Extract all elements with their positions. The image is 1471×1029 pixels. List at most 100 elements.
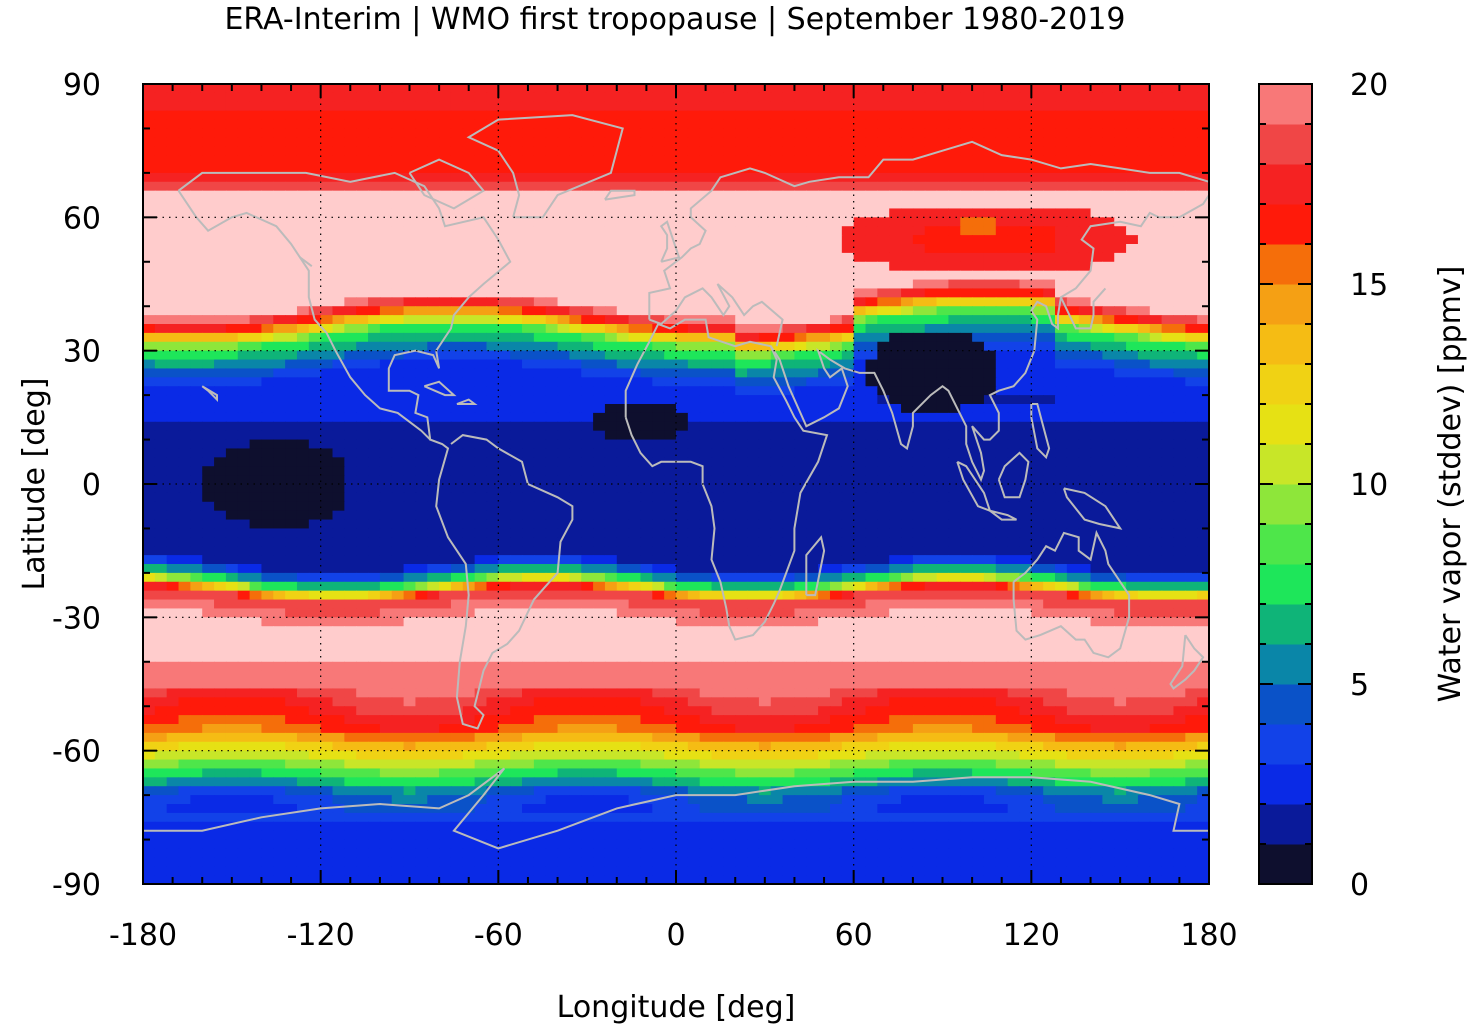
field-cell: [154, 155, 168, 165]
field-cell: [1173, 537, 1186, 547]
field-cell: [972, 181, 985, 192]
field-cell: [747, 492, 760, 503]
field-cell: [368, 324, 381, 334]
field-cell: [877, 244, 890, 254]
field-cell: [1197, 119, 1209, 130]
field-cell: [1031, 421, 1044, 432]
field-cell: [758, 501, 772, 512]
field-cell: [462, 119, 476, 130]
field-cell: [723, 528, 736, 538]
field-cell: [296, 457, 310, 467]
field-cell: [1161, 315, 1175, 325]
field-cell: [901, 146, 914, 156]
field-cell: [1137, 341, 1151, 352]
field-cell: [143, 110, 156, 121]
field-cell: [853, 341, 867, 352]
field-cell: [770, 475, 784, 485]
field-cell: [261, 510, 274, 521]
field-cell: [285, 501, 298, 512]
field-cell: [604, 448, 618, 458]
field-cell: [747, 555, 760, 565]
field-cell: [640, 279, 653, 290]
field-cell: [782, 155, 796, 165]
field-cell: [190, 368, 203, 378]
field-cell: [332, 475, 345, 485]
field-cell: [1161, 84, 1175, 94]
field-cell: [1055, 306, 1068, 316]
field-cell: [841, 501, 855, 512]
field-cell: [1078, 164, 1092, 174]
field-cell: [1161, 377, 1175, 387]
field-cell: [652, 492, 665, 503]
field-cell: [533, 119, 547, 130]
field-cell: [368, 350, 381, 361]
field-cell: [652, 288, 665, 298]
field-cell: [948, 448, 961, 458]
field-cell: [296, 564, 310, 574]
field-cell: [1149, 297, 1163, 307]
field-cell: [1055, 475, 1068, 485]
field-cell: [320, 315, 334, 325]
field-cell: [368, 226, 381, 236]
field-cell: [1173, 155, 1186, 165]
field-cell: [557, 404, 570, 414]
field-cell: [273, 404, 286, 414]
field-cell: [593, 119, 606, 130]
field-cell: [640, 217, 653, 227]
field-cell: [462, 555, 476, 565]
field-cell: [983, 155, 997, 165]
field-cell: [782, 466, 796, 476]
field-cell: [391, 244, 405, 254]
field-cell: [1102, 404, 1115, 414]
field-cell: [154, 181, 168, 192]
field-cell: [533, 439, 547, 450]
field-cell: [616, 475, 630, 485]
field-cell: [557, 190, 570, 201]
field-cell: [1043, 324, 1056, 334]
field-cell: [1126, 244, 1139, 254]
field-cell: [202, 501, 215, 512]
field-cell: [676, 350, 689, 361]
field-cell: [794, 528, 807, 538]
field-cell: [450, 555, 464, 565]
field-cell: [308, 101, 322, 112]
field-cell: [853, 377, 867, 387]
field-cell: [545, 217, 559, 227]
field-cell: [664, 430, 677, 441]
field-cell: [818, 92, 831, 103]
field-cell: [285, 448, 298, 458]
field-cell: [439, 297, 452, 307]
field-cell: [1007, 181, 1021, 192]
field-cell: [1173, 555, 1186, 565]
field-cell: [296, 92, 310, 103]
field-cell: [391, 546, 405, 556]
field-cell: [1161, 297, 1175, 307]
field-cell: [687, 501, 701, 512]
field-cell: [1197, 341, 1209, 352]
field-cell: [545, 492, 559, 503]
field-cell: [225, 430, 239, 441]
field-cell: [557, 564, 570, 574]
field-cell: [1078, 457, 1092, 467]
field-cell: [261, 306, 274, 316]
field-cell: [214, 519, 227, 530]
field-cell: [391, 492, 405, 503]
field-cell: [368, 101, 381, 112]
field-cell: [1149, 217, 1163, 227]
field-cell: [1114, 332, 1127, 343]
field-cell: [273, 395, 286, 405]
field-cell: [391, 439, 405, 450]
field-cell: [960, 137, 973, 147]
field-cell: [735, 270, 748, 281]
field-cell: [474, 439, 488, 450]
field-cell: [1161, 146, 1175, 156]
field-cell: [368, 92, 381, 103]
field-cell: [924, 501, 938, 512]
field-cell: [522, 457, 535, 467]
field-cell: [486, 564, 499, 574]
field-cell: [628, 288, 642, 298]
field-cell: [818, 421, 831, 432]
field-cell: [936, 519, 950, 530]
field-cell: [510, 155, 523, 165]
field-cell: [960, 146, 973, 156]
